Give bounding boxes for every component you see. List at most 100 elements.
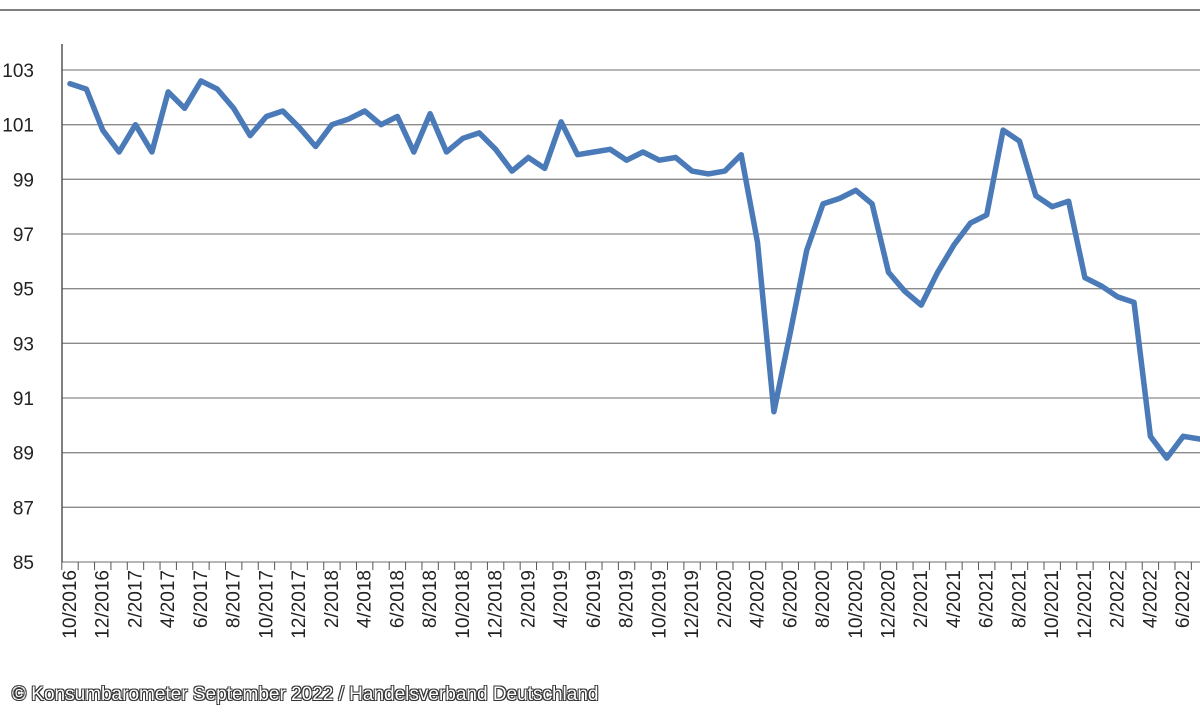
series-line-0 [67, 78, 1200, 461]
y-tick-label: 93 [13, 334, 34, 355]
x-tick-label: 10/2019 [649, 570, 670, 639]
x-tick-label: 8/2020 [813, 570, 834, 628]
data-point [509, 168, 515, 174]
data-point [902, 289, 908, 294]
data-point [1082, 275, 1088, 280]
data-point [1197, 436, 1200, 442]
x-tick-label: 10/2020 [846, 570, 867, 639]
data-point [951, 242, 957, 248]
y-tick-label: 97 [13, 225, 34, 246]
data-point [919, 302, 924, 308]
data-point [329, 122, 335, 127]
data-point [984, 212, 989, 218]
series-group [67, 78, 1200, 461]
data-point [608, 147, 613, 152]
x-tick-label: 4/2018 [355, 570, 376, 628]
data-point [460, 136, 466, 141]
horizontal-gridlines [62, 69, 1200, 563]
data-point [739, 152, 744, 157]
data-point [149, 149, 155, 155]
data-point [788, 330, 793, 335]
data-point [575, 152, 580, 157]
x-tick-label: 2/2019 [518, 570, 539, 628]
data-point [657, 158, 662, 163]
x-tick-label: 2/2021 [911, 570, 932, 628]
data-point [640, 149, 646, 155]
x-tick-label: 12/2018 [486, 570, 507, 639]
data-point [67, 81, 73, 86]
data-point [1181, 434, 1186, 439]
data-point [84, 86, 89, 92]
data-point [771, 409, 777, 414]
data-point [837, 196, 842, 201]
data-point [1115, 294, 1120, 300]
x-tick-label: 6/2021 [977, 570, 998, 628]
y-tick-label: 91 [13, 389, 34, 410]
data-point [395, 114, 400, 119]
data-point [362, 108, 367, 114]
x-tick-label: 4/2021 [944, 570, 965, 628]
x-tick-label: 4/2022 [1140, 570, 1161, 628]
y-tick-label: 85 [13, 553, 34, 574]
data-point [1148, 434, 1153, 439]
x-tick-label: 6/2017 [191, 570, 212, 628]
data-point [166, 89, 171, 95]
data-point [231, 106, 236, 111]
data-point [100, 127, 105, 133]
data-point [247, 133, 253, 138]
x-tick-label: 8/2017 [224, 570, 245, 628]
y-tick-label: 103 [2, 61, 34, 82]
x-tick-label: 10/2018 [453, 570, 474, 639]
data-point [673, 155, 678, 160]
data-point [313, 144, 318, 149]
data-point [378, 122, 384, 127]
data-point [1066, 199, 1071, 204]
x-tick-label: 8/2021 [1009, 570, 1030, 628]
y-tick-label: 89 [13, 444, 34, 465]
data-point [133, 122, 138, 127]
x-tick-label: 12/2020 [879, 570, 900, 639]
x-axis-tick-labels: 10/2016 12/2016 2/2017 4/2017 6/2017 8/2017 10… [60, 570, 1194, 639]
x-tick-label: 2/2018 [322, 570, 343, 628]
x-tick-label: 4/2019 [551, 570, 572, 628]
data-point [558, 119, 564, 125]
x-tick-label: 10/2017 [256, 570, 277, 639]
data-point [706, 171, 711, 177]
x-tick-label: 6/2020 [780, 570, 801, 628]
data-point [689, 168, 695, 174]
x-tick-label: 12/2021 [1075, 570, 1096, 639]
data-point [968, 220, 973, 226]
data-point [411, 149, 416, 155]
x-tick-label: 4/2020 [748, 570, 769, 628]
data-point [1033, 193, 1039, 198]
data-point [215, 86, 220, 92]
data-point [542, 166, 547, 171]
x-tick-label: 12/2017 [289, 570, 310, 639]
data-point [853, 188, 858, 193]
y-tick-label: 101 [2, 116, 34, 137]
x-tick-label: 6/2018 [387, 570, 408, 628]
x-tick-label: 2/2022 [1108, 570, 1129, 628]
data-point [624, 158, 629, 163]
x-axis-tick-marks [61, 562, 1192, 570]
x-tick-label: 8/2019 [617, 570, 638, 628]
data-point [886, 270, 891, 275]
y-tick-label: 99 [13, 170, 34, 191]
data-point [935, 270, 940, 275]
x-tick-label: 12/2016 [93, 570, 114, 639]
x-tick-label: 12/2019 [682, 570, 703, 639]
data-point [722, 168, 727, 174]
x-tick-label: 10/2021 [1042, 570, 1063, 639]
data-point [1099, 283, 1104, 289]
data-point [493, 147, 498, 152]
data-point [820, 201, 826, 207]
data-point [182, 106, 187, 111]
y-axis-tick-labels: 85 87 89 91 93 95 97 99 101 103 [2, 61, 34, 574]
data-point [427, 111, 433, 116]
x-tick-label: 2/2020 [715, 570, 736, 628]
data-point [444, 149, 449, 155]
data-point [1164, 455, 1170, 461]
data-point [591, 149, 596, 155]
x-tick-label: 8/2018 [420, 570, 441, 628]
data-point [1131, 300, 1137, 305]
